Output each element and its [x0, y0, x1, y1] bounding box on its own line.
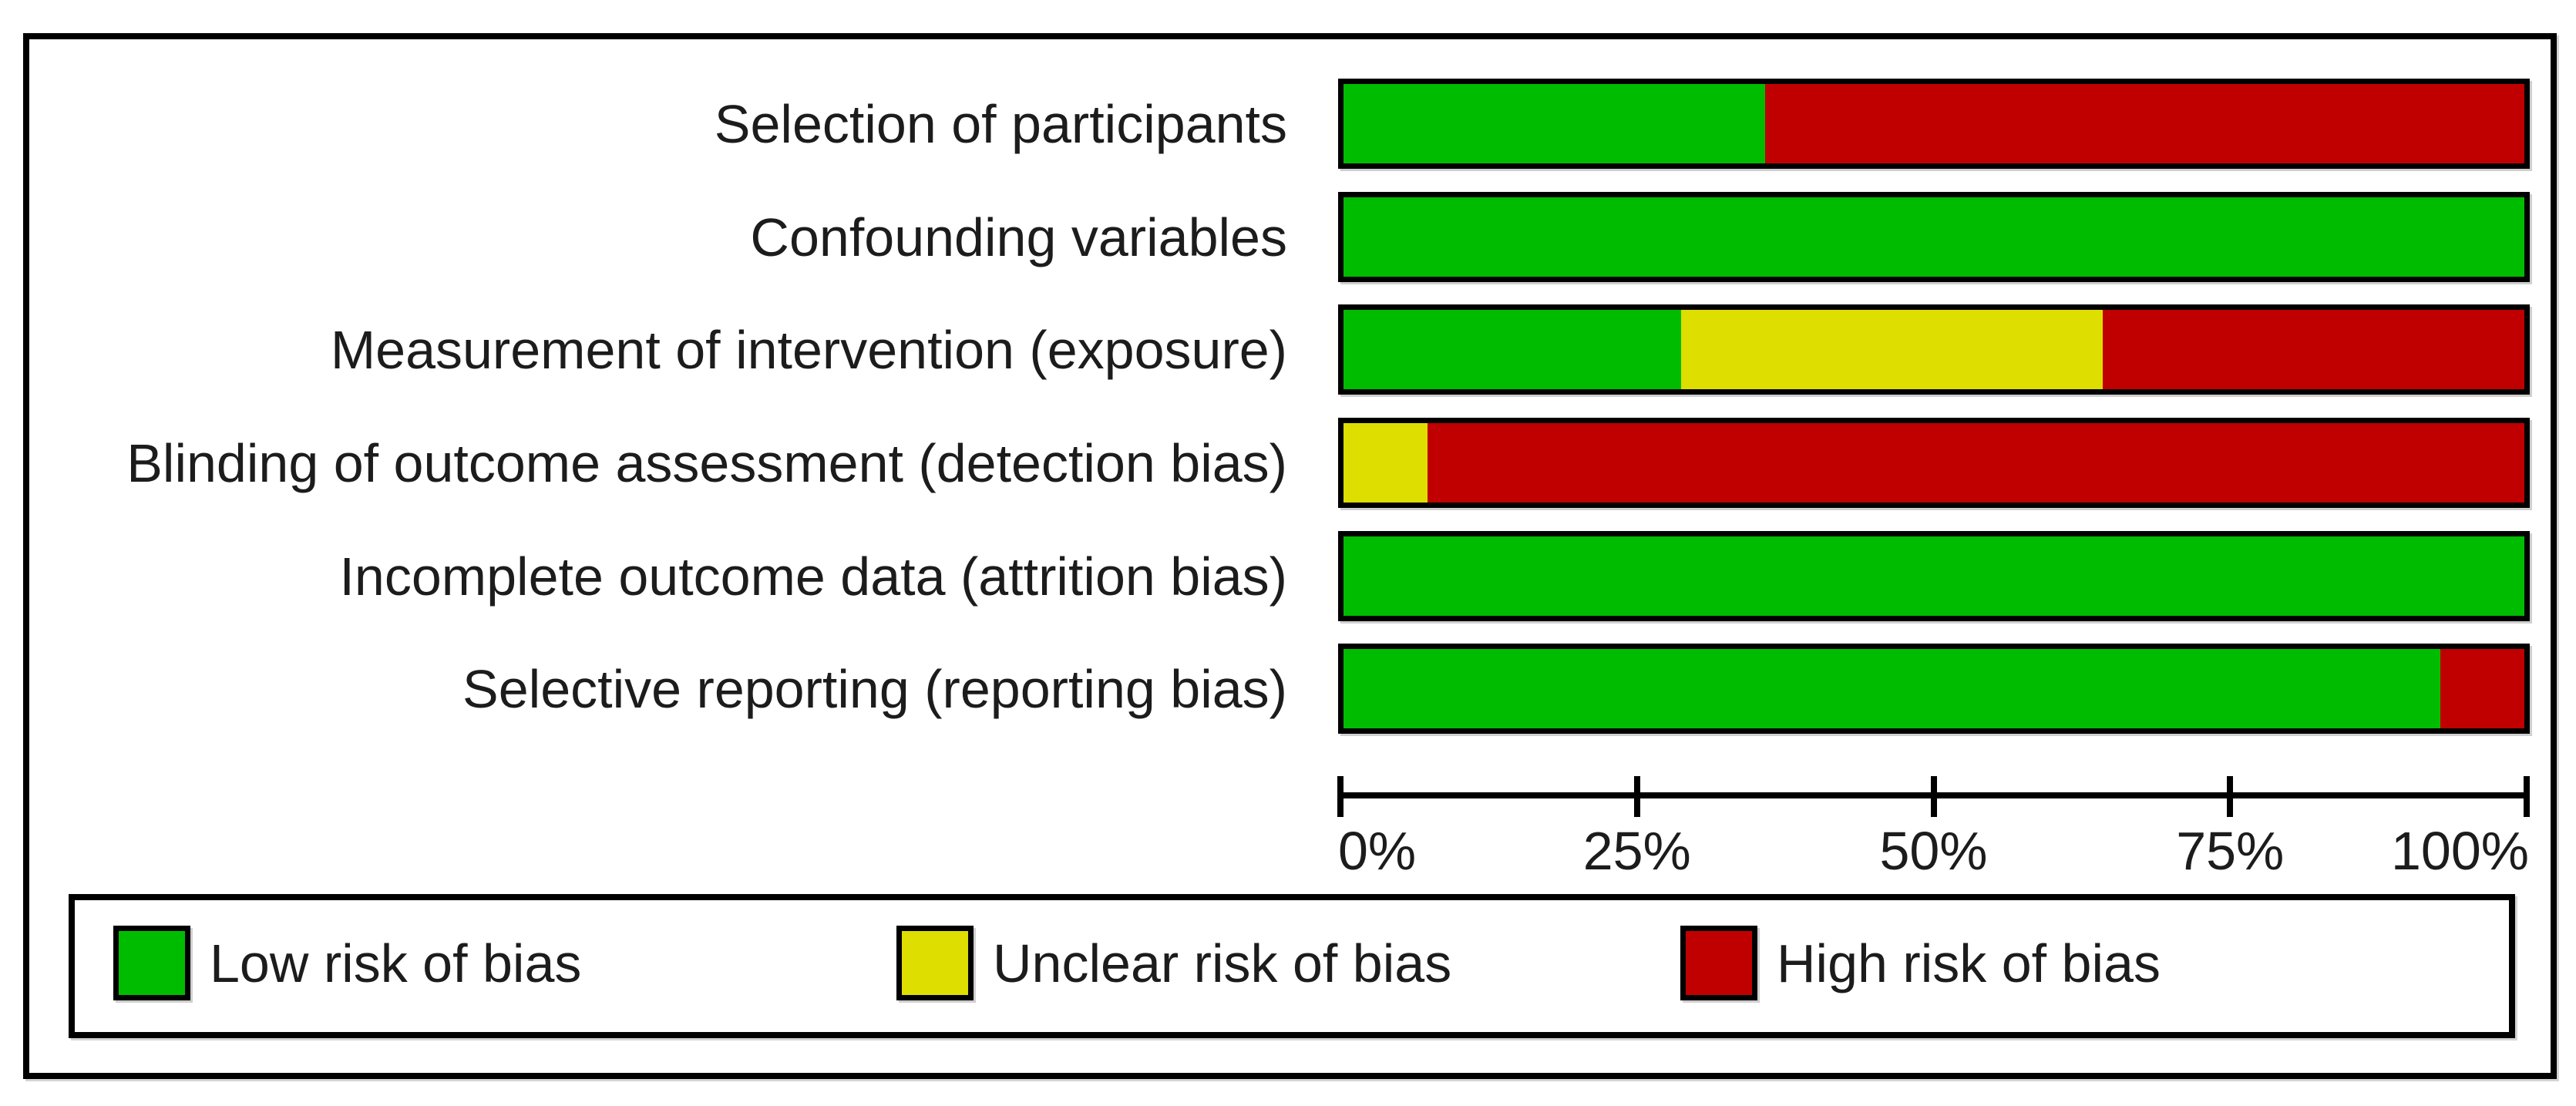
stacked-bar: [1338, 531, 2530, 621]
axis-tick-label: 100%: [2390, 821, 2529, 881]
bar-segment-low: [1343, 84, 1765, 163]
bar-segment-unclear: [1681, 310, 2104, 389]
bar-segment-low: [1343, 536, 2524, 616]
bar-segment-high: [1427, 423, 2524, 503]
bar-segment-low: [1343, 649, 2441, 728]
bar-segment-high: [2440, 649, 2524, 728]
axis-tick: [1633, 776, 1640, 817]
axis-tick: [1337, 776, 1343, 817]
legend-item: Unclear risk of bias: [896, 926, 1451, 1000]
legend-box: Low risk of bias Unclear risk of bias High…: [69, 894, 2515, 1038]
legend-item: Low risk of bias: [113, 926, 581, 1000]
category-label: Selective reporting (reporting bias): [462, 658, 1287, 719]
category-label: Blinding of outcome assessment (detectio…: [126, 432, 1287, 493]
figure-border: [23, 33, 2557, 1079]
bar-segment-low: [1343, 310, 1682, 389]
category-label: Incomplete outcome data (attrition bias): [339, 546, 1287, 607]
legend-item: High risk of bias: [1680, 926, 2161, 1000]
category-label: Selection of participants: [714, 93, 1287, 154]
bar-segment-low: [1343, 197, 2524, 277]
bar-segment-high: [2103, 310, 2524, 389]
axis-tick: [2227, 776, 2234, 817]
stacked-bar: [1338, 418, 2530, 508]
category-label: Confounding variables: [750, 207, 1287, 267]
stacked-bar: [1338, 304, 2530, 395]
stacked-bar: [1338, 192, 2530, 282]
legend-label: Unclear risk of bias: [993, 933, 1452, 993]
legend-swatch-icon: [113, 926, 190, 1000]
axis-tick-label: 25%: [1582, 821, 1691, 881]
legend-swatch-icon: [896, 926, 974, 1000]
legend-label: Low risk of bias: [210, 933, 582, 993]
legend-swatch-icon: [1680, 926, 1757, 1000]
axis-tick: [2524, 776, 2530, 817]
bar-segment-unclear: [1343, 423, 1428, 503]
stacked-bar: [1338, 644, 2530, 734]
stacked-bar: [1338, 79, 2530, 169]
bar-segment-high: [1764, 84, 2524, 163]
axis-tick-label: 50%: [1879, 821, 1988, 881]
category-label: Measurement of intervention (exposure): [330, 319, 1287, 380]
axis-tick-label: 75%: [2176, 821, 2285, 881]
axis-tick-label: 0%: [1338, 821, 1417, 881]
axis-tick: [1930, 776, 1937, 817]
legend-label: High risk of bias: [1777, 933, 2161, 993]
